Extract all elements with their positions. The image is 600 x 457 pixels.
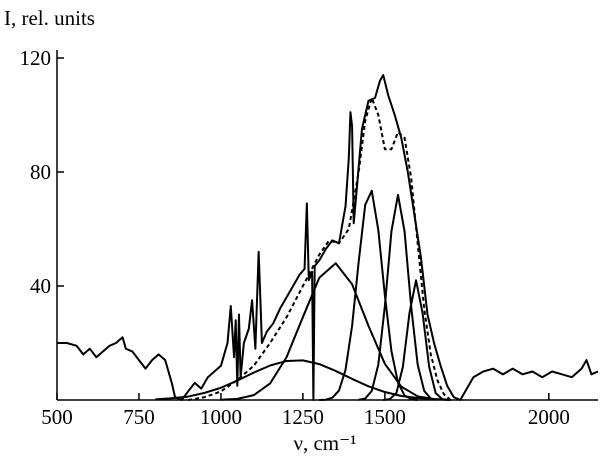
x-tick-label: 750	[123, 405, 155, 429]
x-tick-label: 1000	[200, 405, 242, 429]
x-tick-label: 2000	[528, 405, 570, 429]
series-line	[220, 262, 451, 401]
y-axis-label: I, rel. units	[4, 6, 95, 30]
x-tick-label: 1250	[282, 405, 324, 429]
series-line	[358, 193, 438, 401]
x-tick-label: 1500	[364, 405, 406, 429]
series-line	[155, 359, 451, 401]
series-line	[319, 189, 418, 401]
series-line	[57, 74, 599, 401]
x-tick-label: 500	[41, 405, 73, 429]
series-line	[383, 279, 449, 401]
y-tick-label: 80	[30, 160, 51, 184]
y-tick-label: 120	[20, 46, 52, 70]
x-axis-label: ν, cm⁻¹	[293, 431, 356, 455]
series-line	[187, 96, 452, 401]
y-tick-label: 40	[30, 274, 51, 298]
